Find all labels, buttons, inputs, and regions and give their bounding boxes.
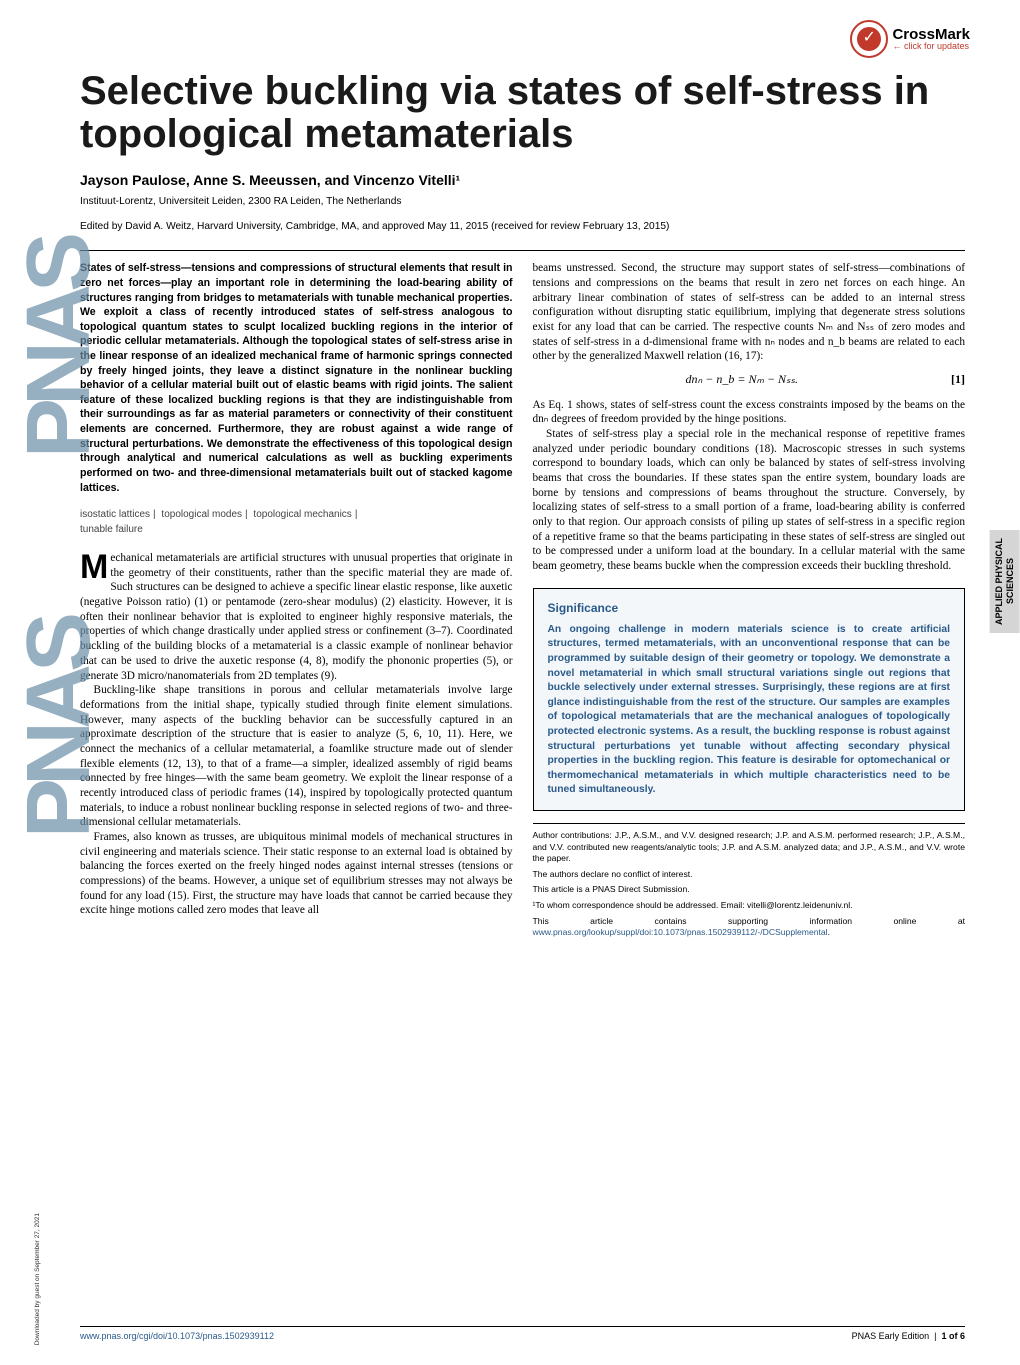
submission-type: This article is a PNAS Direct Submission…: [533, 884, 966, 896]
body-left: Mechanical metamaterials are artificial …: [80, 551, 513, 918]
affiliation: Instituut-Lorentz, Universiteit Leiden, …: [80, 196, 965, 207]
significance-box: Significance An ongoing challenge in mod…: [533, 588, 966, 811]
equation-1: dnₙ − n_b = Nₘ − Nₛₛ. [1]: [533, 372, 966, 388]
keyword: topological mechanics: [253, 509, 351, 520]
crossmark-label: CrossMark: [892, 27, 970, 42]
body-r3: States of self-stress play a special rol…: [533, 427, 966, 574]
pnas-logo-side-2: PNAS: [8, 620, 111, 838]
left-column: States of self-stress—tensions and compr…: [80, 261, 513, 942]
crossmark-sub: ← click for updates: [892, 42, 970, 51]
keyword: isostatic lattices: [80, 509, 150, 520]
body-r2: As Eq. 1 shows, states of self-stress co…: [533, 398, 966, 427]
edited-by: Edited by David A. Weitz, Harvard Univer…: [80, 221, 965, 236]
right-column: beams unstressed. Second, the structure …: [533, 261, 966, 942]
authors: Jayson Paulose, Anne S. Meeussen, and Vi…: [80, 172, 965, 188]
page-info: PNAS Early Edition | 1 of 6: [852, 1331, 965, 1341]
article-title: Selective buckling via states of self-st…: [80, 70, 965, 156]
equation-number: [1]: [951, 372, 965, 388]
crossmark-icon: [850, 20, 888, 58]
body-r1: beams unstressed. Second, the structure …: [533, 261, 966, 364]
abstract: States of self-stress—tensions and compr…: [80, 261, 513, 495]
significance-body: An ongoing challenge in modern materials…: [548, 623, 951, 798]
significance-heading: Significance: [548, 601, 951, 615]
dropcap: M: [80, 551, 110, 581]
doi-link[interactable]: www.pnas.org/cgi/doi/10.1073/pnas.150293…: [80, 1331, 274, 1341]
keywords: isostatic lattices| topological modes| t…: [80, 507, 513, 537]
body-right: beams unstressed. Second, the structure …: [533, 261, 966, 573]
keyword: tunable failure: [80, 524, 143, 535]
downloaded-note: Downloaded by guest on September 27, 202…: [34, 1213, 41, 1345]
two-column-layout: States of self-stress—tensions and compr…: [80, 250, 965, 942]
si-link[interactable]: www.pnas.org/lookup/suppl/doi:10.1073/pn…: [533, 927, 828, 937]
page-footer: www.pnas.org/cgi/doi/10.1073/pnas.150293…: [80, 1326, 965, 1341]
equation-math: dnₙ − n_b = Nₘ − Nₛₛ.: [533, 372, 952, 388]
pnas-logo-side: PNAS: [8, 240, 111, 458]
supporting-info: This article contains supporting informa…: [533, 916, 966, 939]
correspondence: ¹To whom correspondence should be addres…: [533, 900, 966, 912]
footnotes: Author contributions: J.P., A.S.M., and …: [533, 823, 966, 939]
body-p3: Frames, also known as trusses, are ubiqu…: [80, 830, 513, 918]
body-p2: Buckling-like shape transitions in porou…: [80, 683, 513, 830]
category-tab: APPLIED PHYSICAL SCIENCES: [990, 530, 1020, 633]
author-contributions: Author contributions: J.P., A.S.M., and …: [533, 830, 966, 865]
body-p1: Mechanical metamaterials are artificial …: [80, 551, 513, 683]
keyword: topological modes: [161, 509, 242, 520]
conflict-statement: The authors declare no conflict of inter…: [533, 869, 966, 881]
crossmark-badge[interactable]: CrossMark ← click for updates: [850, 20, 970, 58]
